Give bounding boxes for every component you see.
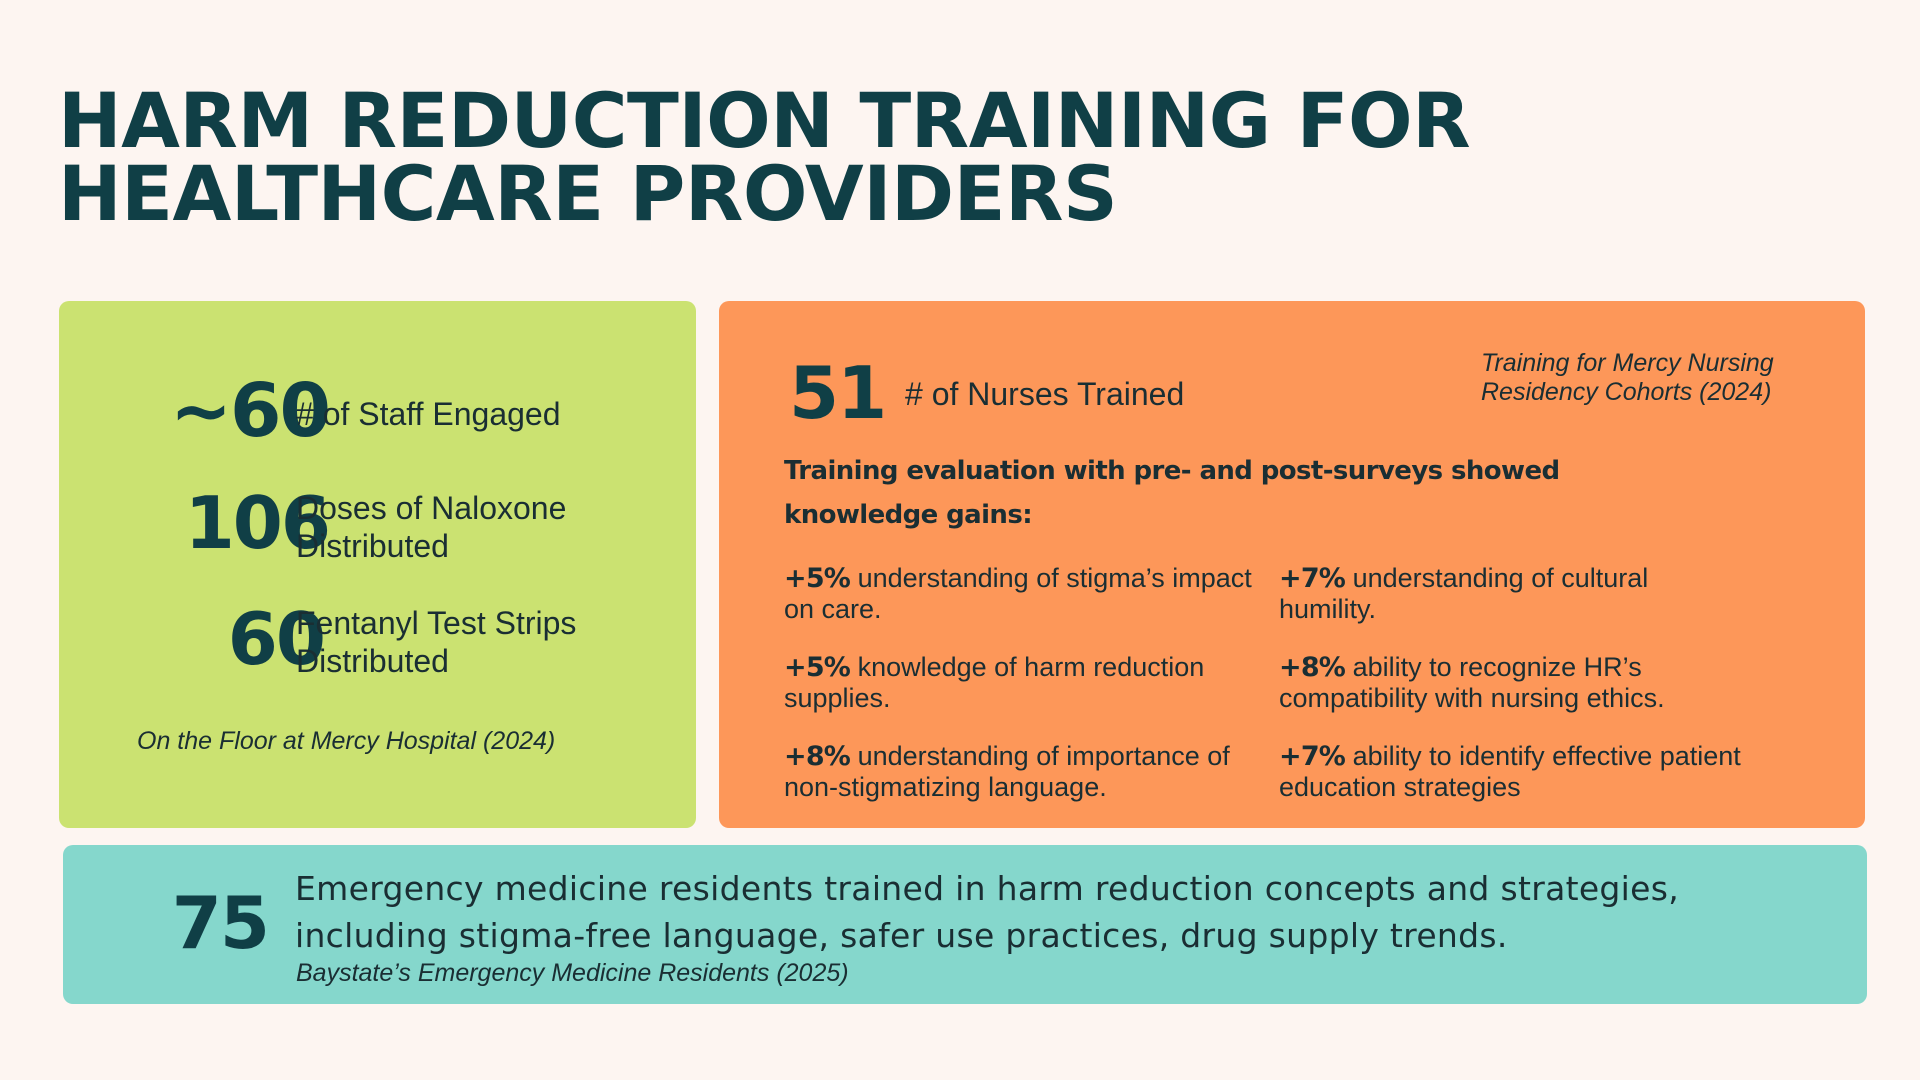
page-title: HARM REDUCTION TRAINING FOR HEALTHCARE P… xyxy=(58,76,1758,238)
gain-percent: +7% xyxy=(1279,563,1346,594)
gain-percent: +5% xyxy=(784,563,851,594)
test-strips-label-line-2: Distributed xyxy=(296,643,449,679)
gain-text: knowledge of harm reduction supplies. xyxy=(784,652,1205,713)
emergency-residents-card: 75 Emergency medicine residents trained … xyxy=(63,845,1867,1004)
staff-engaged-label: # of Staff Engaged xyxy=(296,396,561,432)
test-strips-value: 60 xyxy=(227,597,326,681)
gain-percent: +7% xyxy=(1279,741,1346,772)
naloxone-doses-value: 106 xyxy=(184,481,331,565)
residents-trained-value: 75 xyxy=(171,881,270,965)
hospital-floor-note: On the Floor at Mercy Hospital (2024) xyxy=(137,727,556,755)
test-strips-label: Fentanyl Test Strips Distributed xyxy=(296,604,656,680)
naloxone-doses-label: Doses of Naloxone Distributed xyxy=(296,489,656,565)
title-line-2: HEALTHCARE PROVIDERS xyxy=(58,149,1118,238)
knowledge-gain-item: +5% knowledge of harm reduction supplies… xyxy=(784,652,1254,713)
evaluation-heading-line-2: knowledge gains: xyxy=(784,500,1033,530)
nurses-trained-label: # of Nurses Trained xyxy=(905,376,1185,412)
test-strips-label-line-1: Fentanyl Test Strips xyxy=(296,605,577,641)
title-line-1: HARM REDUCTION TRAINING FOR xyxy=(58,76,1471,165)
gain-text: understanding of stigma’s impact on care… xyxy=(784,563,1252,624)
knowledge-gain-item: +7% understanding of cultural humility. xyxy=(1279,563,1749,624)
nursing-residency-note: Training for Mercy Nursing Residency Coh… xyxy=(1481,349,1821,407)
hospital-floor-card: ~60 # of Staff Engaged 106 Doses of Nalo… xyxy=(59,301,696,828)
gain-text: ability to identify effective patient ed… xyxy=(1279,741,1741,802)
gain-text: ability to recognize HR’s compatibility … xyxy=(1279,652,1665,713)
nursing-note-line-2: Residency Cohorts (2024) xyxy=(1481,378,1772,406)
gain-percent: +5% xyxy=(784,652,851,683)
gain-text: understanding of cultural humility. xyxy=(1279,563,1649,624)
evaluation-heading: Training evaluation with pre- and post-s… xyxy=(784,449,1584,537)
knowledge-gain-item: +5% understanding of stigma’s impact on … xyxy=(784,563,1254,624)
residents-trained-description: Emergency medicine residents trained in … xyxy=(295,869,1680,955)
nursing-residency-card: 51 # of Nurses Trained Training for Merc… xyxy=(719,301,1865,828)
knowledge-gain-item: +7% ability to identify effective patien… xyxy=(1279,741,1749,802)
gain-text: understanding of importance of non-stigm… xyxy=(784,741,1230,802)
evaluation-heading-line-1: Training evaluation with pre- and post-s… xyxy=(784,456,1560,486)
emergency-residents-note: Baystate’s Emergency Medicine Residents … xyxy=(296,959,849,987)
knowledge-gain-item: +8% ability to recognize HR’s compatibil… xyxy=(1279,652,1749,713)
gain-percent: +8% xyxy=(1279,652,1346,683)
knowledge-gain-item: +8% understanding of importance of non-s… xyxy=(784,741,1254,802)
staff-engaged-value: ~60 xyxy=(170,368,331,454)
nurses-trained-value: 51 xyxy=(789,351,887,435)
gain-percent: +8% xyxy=(784,741,851,772)
naloxone-label-line-1: Doses of Naloxone xyxy=(296,490,567,526)
naloxone-label-line-2: Distributed xyxy=(296,528,449,564)
nursing-note-line-1: Training for Mercy Nursing xyxy=(1481,349,1774,377)
